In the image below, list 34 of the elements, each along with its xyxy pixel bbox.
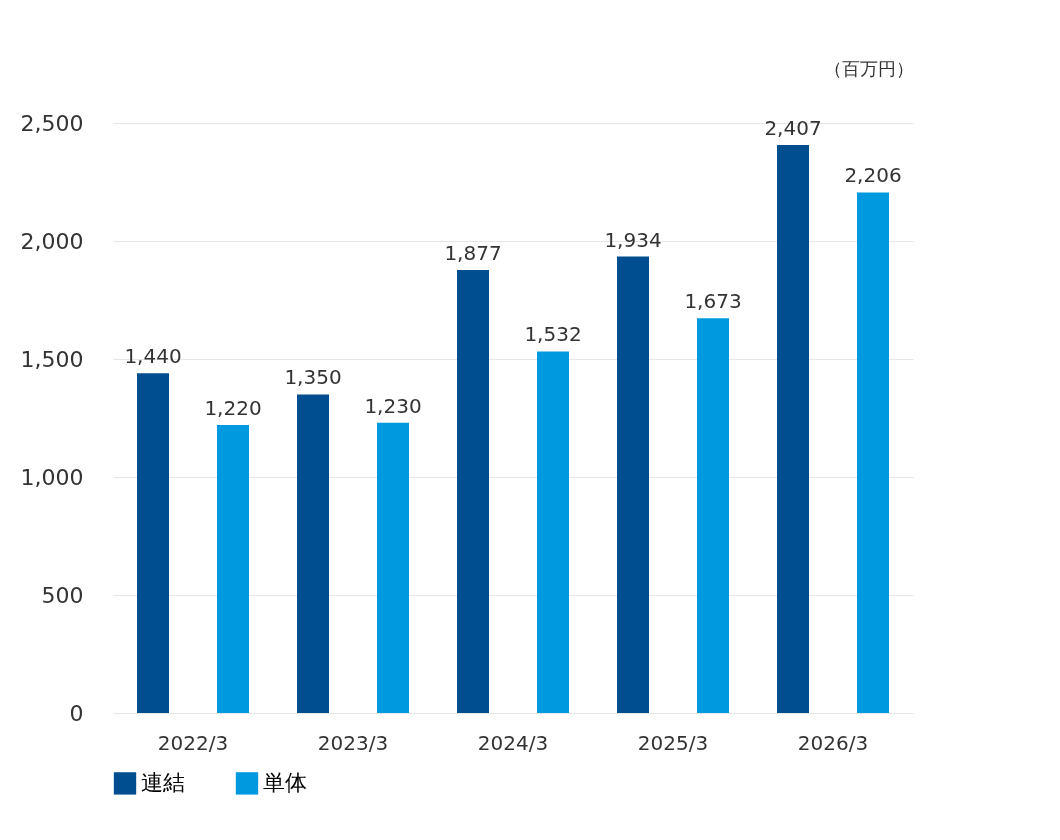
legend-label: 連結 xyxy=(141,770,185,796)
data-label: 1,532 xyxy=(524,322,582,347)
data-label: 2,407 xyxy=(764,115,822,140)
data-label: 1,440 xyxy=(124,344,182,369)
legend-label: 単体 xyxy=(263,770,307,796)
data-label: 1,350 xyxy=(284,365,342,390)
data-label: 2,206 xyxy=(844,163,902,188)
data-label: 1,673 xyxy=(684,289,742,314)
data-label: 1,230 xyxy=(364,393,422,418)
x-tick-label: 2024/3 xyxy=(477,730,549,755)
x-tick-label: 2022/3 xyxy=(157,730,229,755)
y-axis-title: （百万円） xyxy=(823,57,914,79)
y-tick-label: 500 xyxy=(41,582,84,608)
bar xyxy=(857,192,889,713)
data-label: 1,220 xyxy=(204,396,262,421)
bar xyxy=(697,318,729,713)
bar xyxy=(777,144,809,713)
y-tick-label: 0 xyxy=(69,700,84,726)
y-tick-label: 1,000 xyxy=(20,464,84,490)
y-tick-label: 2,000 xyxy=(20,228,84,254)
bar xyxy=(217,425,249,713)
bar xyxy=(537,351,569,713)
bar xyxy=(377,422,409,713)
x-tick-label: 2025/3 xyxy=(637,730,709,755)
bar xyxy=(457,270,489,713)
y-tick-label: 2,500 xyxy=(20,110,84,136)
x-tick-label: 2023/3 xyxy=(317,730,389,755)
data-label: 1,934 xyxy=(604,227,662,252)
x-tick-label: 2026/3 xyxy=(797,730,869,755)
bar xyxy=(617,256,649,713)
data-label: 1,877 xyxy=(444,241,502,266)
bar xyxy=(297,394,329,713)
bar xyxy=(137,373,169,713)
y-tick-label: 1,500 xyxy=(20,346,84,372)
